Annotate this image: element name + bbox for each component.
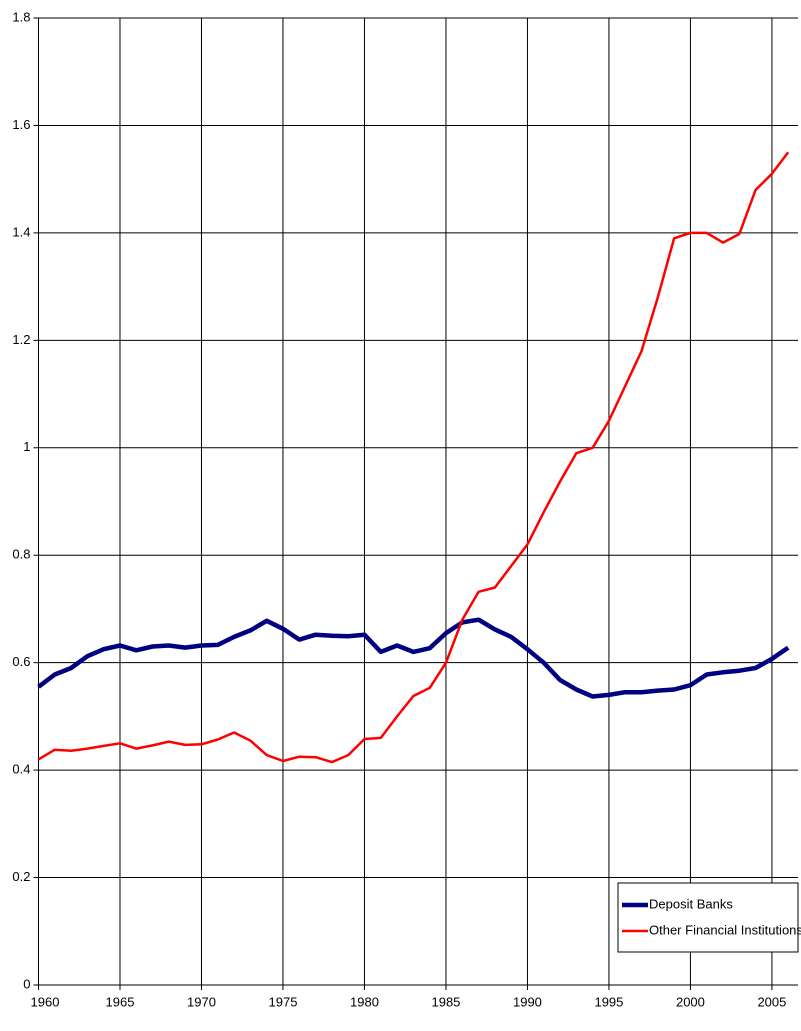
data-line: [37, 151, 790, 764]
x-tick-label: 1995: [594, 994, 623, 1009]
y-tick-label: 0: [23, 976, 30, 991]
x-tick-label: 2000: [676, 994, 705, 1009]
x-tick-label: 1965: [106, 994, 135, 1009]
x-tick-label: 2005: [757, 994, 786, 1009]
x-tick-label: 1980: [350, 994, 379, 1009]
x-tick-label: 1990: [513, 994, 542, 1009]
legend-label: Deposit Banks: [649, 896, 733, 911]
y-tick-label: 1.6: [12, 117, 30, 132]
legend-box: [617, 882, 799, 953]
data-line: [37, 617, 790, 699]
y-tick-label: 0.6: [12, 654, 30, 669]
x-tick-label: 1985: [431, 994, 460, 1009]
y-tick-label: 1.8: [12, 9, 30, 24]
y-tick-label: 1.2: [12, 332, 30, 347]
y-tick-label: 0.4: [12, 762, 30, 777]
y-tick-label: 1.4: [12, 224, 30, 239]
y-tick-label: 1: [23, 439, 30, 454]
y-tick-label: 0.8: [12, 547, 30, 562]
legend-label: Other Financial Institutions: [649, 922, 801, 937]
x-tick-label: 1960: [31, 994, 60, 1009]
x-tick-label: 1975: [269, 994, 298, 1009]
y-tick-label: 0.2: [12, 869, 30, 884]
legend: Deposit Banks Other Financial Institution…: [617, 882, 801, 953]
x-tick-label: 1970: [187, 994, 216, 1009]
